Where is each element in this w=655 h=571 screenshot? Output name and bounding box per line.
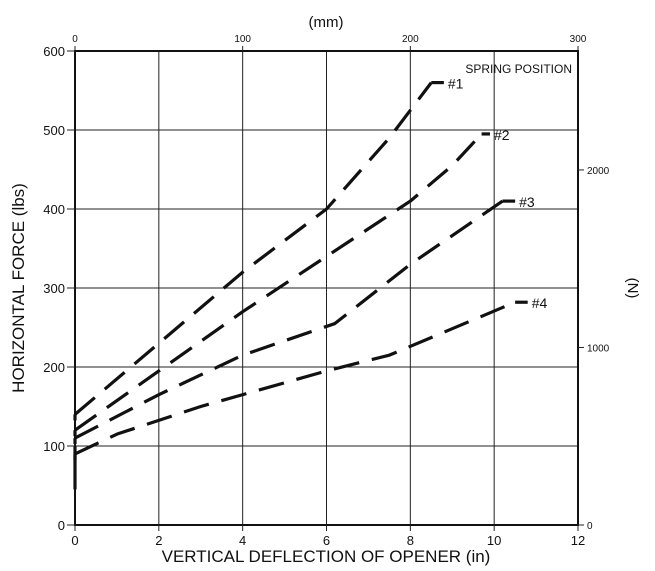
- y-tick-label: 100: [43, 439, 65, 454]
- x-tick-label: 0: [71, 533, 78, 548]
- y-tick-label: 600: [43, 44, 65, 59]
- series-group: #1 #2 #3 #4: [73, 76, 548, 490]
- x2-tick-label: 0: [72, 34, 78, 45]
- x-tick-label: 2: [155, 533, 162, 548]
- y-tick-label: 400: [43, 202, 65, 217]
- grid: [75, 51, 578, 525]
- x-tick-label: 12: [571, 533, 585, 548]
- series-label-4: #4: [532, 295, 548, 311]
- x2-tick-label: 300: [570, 34, 587, 45]
- x-axis-label: VERTICAL DEFLECTION OF OPENER (in): [162, 547, 491, 566]
- x-tick-label: 6: [323, 533, 330, 548]
- series-label-2: #2: [494, 127, 510, 143]
- x-tick-label: 8: [407, 533, 414, 548]
- x-tick-label: 4: [239, 533, 246, 548]
- y-tick-label: 200: [43, 360, 65, 375]
- y2-tick-label: 1000: [587, 343, 610, 354]
- y-axis-label: HORIZONTAL FORCE (lbs): [9, 183, 28, 393]
- x-tick-label: 10: [487, 533, 501, 548]
- y2-axis-label: (N): [624, 278, 641, 299]
- legend-title: SPRING POSITION: [465, 62, 572, 76]
- x2-axis-label: (mm): [309, 14, 344, 31]
- series-line-3: [74, 199, 504, 440]
- series-line-2: [74, 132, 483, 432]
- y-tick-label: 300: [43, 281, 65, 296]
- x2-tick-label: 100: [234, 34, 251, 45]
- y2-tick-label: 0: [587, 521, 593, 532]
- y2-tick-label: 2000: [587, 166, 610, 177]
- y-tick-label: 500: [43, 123, 65, 138]
- series-line-4: [74, 300, 516, 456]
- series-label-3: #3: [519, 194, 535, 210]
- series-label-1: #1: [448, 76, 464, 92]
- y-tick-label: 0: [58, 518, 65, 533]
- series-line-1: [73, 81, 433, 416]
- x2-tick-label: 200: [402, 34, 419, 45]
